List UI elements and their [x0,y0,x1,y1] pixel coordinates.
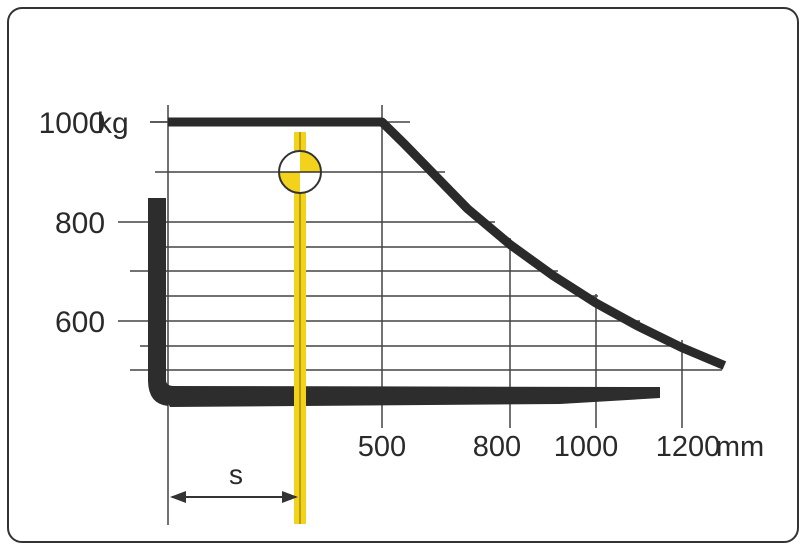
diagram-frame [7,7,799,543]
y-tick-marks [118,121,170,322]
x-tick-label-1200: 1200 [656,431,721,463]
dimension-s-label: s [229,459,243,490]
x-tick-label-1000: 1000 [554,431,619,463]
y-tick-label-800: 800 [55,207,105,240]
x-unit-label: mm [716,431,764,463]
load-capacity-curve [168,117,727,370]
fork-horizontal-blade [165,386,660,407]
load-center-marker [278,132,322,524]
x-tick-label-500: 500 [358,431,406,463]
dimension-s-arrow-left-icon [170,491,186,503]
y-tick-label-600: 600 [55,306,105,339]
load-curve-layer [168,117,727,370]
fork-vertical-arm [148,198,174,406]
center-of-gravity-icon-q1 [300,151,321,172]
fork-shape [148,198,660,407]
dimension-s [170,491,298,503]
y-tick-label-1000: 1000 [39,107,106,140]
y-unit-label: kg [97,107,129,140]
x-tick-label-800: 800 [473,431,521,463]
center-of-gravity-icon-q3 [279,172,300,193]
dimension-s-arrow-right-icon [282,491,298,503]
